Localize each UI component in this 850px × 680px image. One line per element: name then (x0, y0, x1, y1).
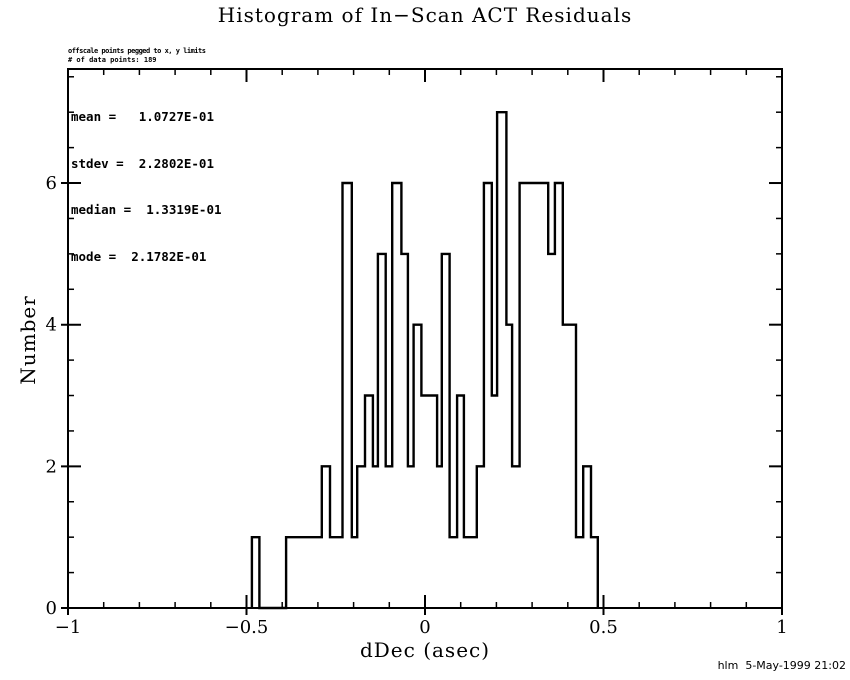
histogram-outline (250, 111, 599, 610)
chart-title: Histogram of In−Scan ACT Residuals (217, 3, 633, 27)
x-tick-label: 0.5 (589, 617, 618, 638)
stat-mean: mean = 1.0727E-01 (71, 109, 214, 124)
x-tick-label: 0 (419, 617, 430, 638)
y-tick-label: 0 (46, 598, 57, 619)
plot-frame (67, 68, 783, 609)
frame-box (67, 68, 783, 609)
plot-footer: hlm 5-May-1999 21:02 (717, 659, 846, 672)
offscale-note: offscale points pegged to x, y limits (68, 47, 206, 55)
n-points-note: # of data points: 189 (68, 56, 157, 64)
y-tick-label: 4 (46, 315, 57, 336)
stat-stdev: stdev = 2.2802E-01 (71, 155, 214, 171)
x-tick-label: −1 (55, 617, 82, 638)
x-tick-label: −0.5 (225, 617, 269, 638)
stat-median: median = 1.3319E-01 (71, 202, 222, 217)
histogram-path (250, 111, 599, 610)
x-tick-label: 1 (776, 617, 787, 638)
stat-mode: mode = 2.1782E-01 (71, 248, 207, 264)
axis-tick-labels: −1 −0.5 0 0.5 1 0 2 4 6 (46, 173, 788, 638)
y-tick-label: 2 (46, 456, 57, 477)
y-axis-title: Number (16, 295, 40, 385)
x-axis-title: dDec (asec) (359, 638, 491, 662)
stats-block: mean = 1.0727E-01 stdev = 2.2802E-01 med… (71, 78, 222, 295)
y-tick-label: 6 (46, 173, 57, 194)
axis-ticks (61, 69, 783, 615)
